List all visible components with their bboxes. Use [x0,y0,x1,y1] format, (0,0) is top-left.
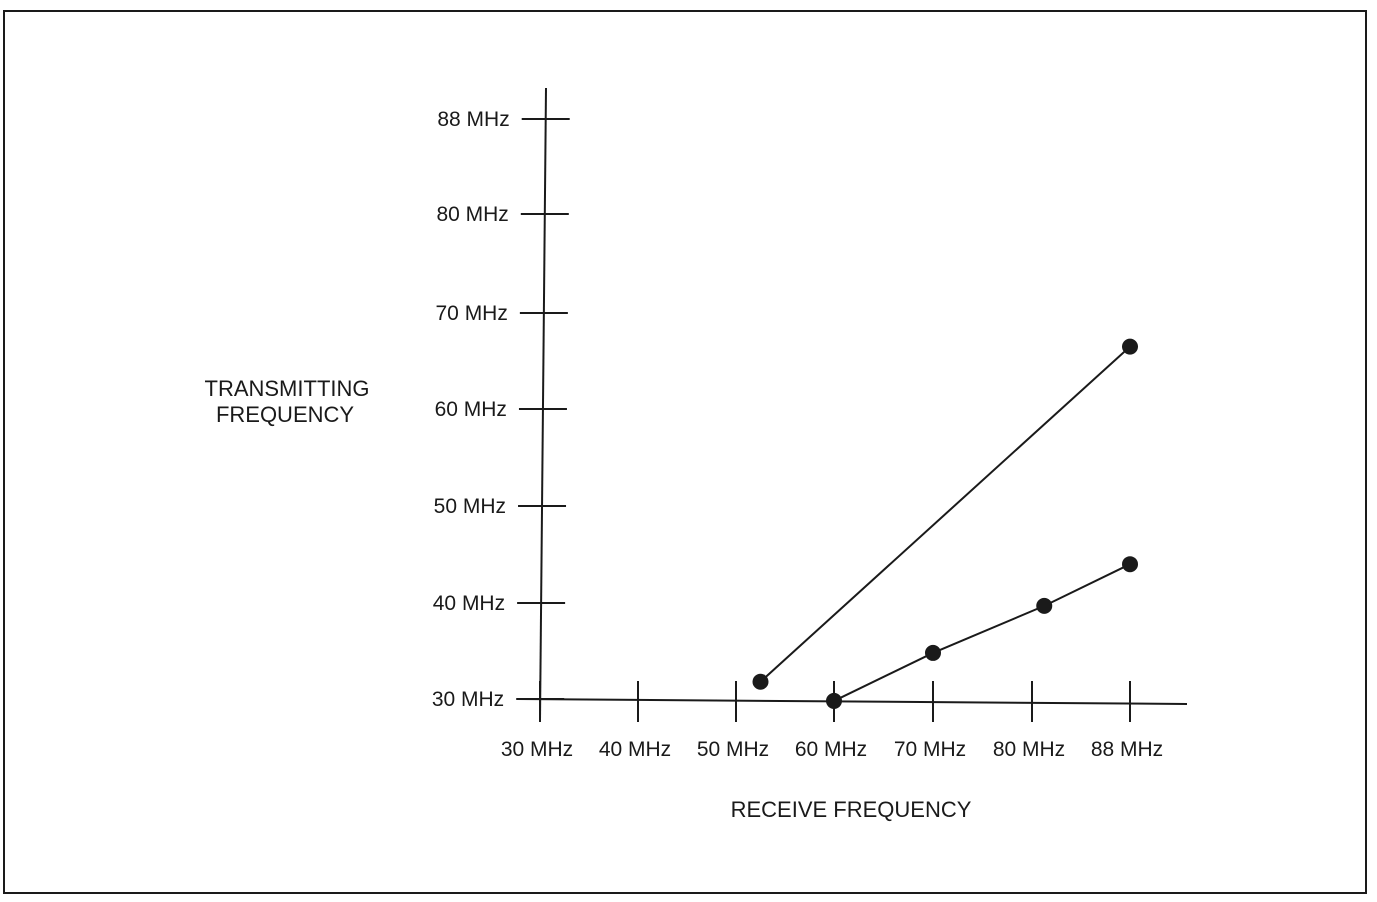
x-tick-label: 60 MHz [795,738,867,761]
y-tick-label: 80 MHz [436,203,508,226]
x-tick-label: 50 MHz [697,738,769,761]
data-point [1122,556,1138,573]
x-tick-label: 30 MHz [501,738,573,761]
series-line-1 [759,345,1131,683]
x-tick-label: 70 MHz [894,738,966,761]
y-axis-title-line-1: TRANSMITTING [205,376,370,401]
y-tick-label: 50 MHz [434,495,506,518]
y-ticks: 30 MHz 40 MHz 50 MHz 60 MHz 70 MHz 80 MHz 88 M… [432,108,570,711]
data-point [752,673,769,690]
x-tick-label: 88 MHz [1091,738,1163,761]
series-line-2 [833,563,1131,702]
y-tick-label: 30 MHz [432,688,504,711]
x-tick-label: 80 MHz [993,738,1065,761]
y-tick-label: 60 MHz [435,398,507,421]
data-point [1036,597,1053,614]
x-axis-title: RECEIVE FREQUENCY [731,797,972,822]
data-point [925,644,941,661]
figure-border [3,10,1367,894]
y-tick-label: 40 MHz [433,592,505,615]
data-point [826,692,842,709]
x-axis [517,698,1188,705]
y-tick-label: 88 MHz [437,108,509,131]
x-ticks: 30 MHz 40 MHz 50 MHz 60 MHz 70 MHz 80 MHz 88 M… [501,681,1163,761]
y-axis-title-line-2: FREQUENCY [216,402,354,427]
series-layer [752,338,1138,709]
y-tick-label: 70 MHz [436,302,508,325]
x-tick-label: 40 MHz [599,738,671,761]
data-point [1122,338,1138,355]
y-axis [539,87,547,721]
